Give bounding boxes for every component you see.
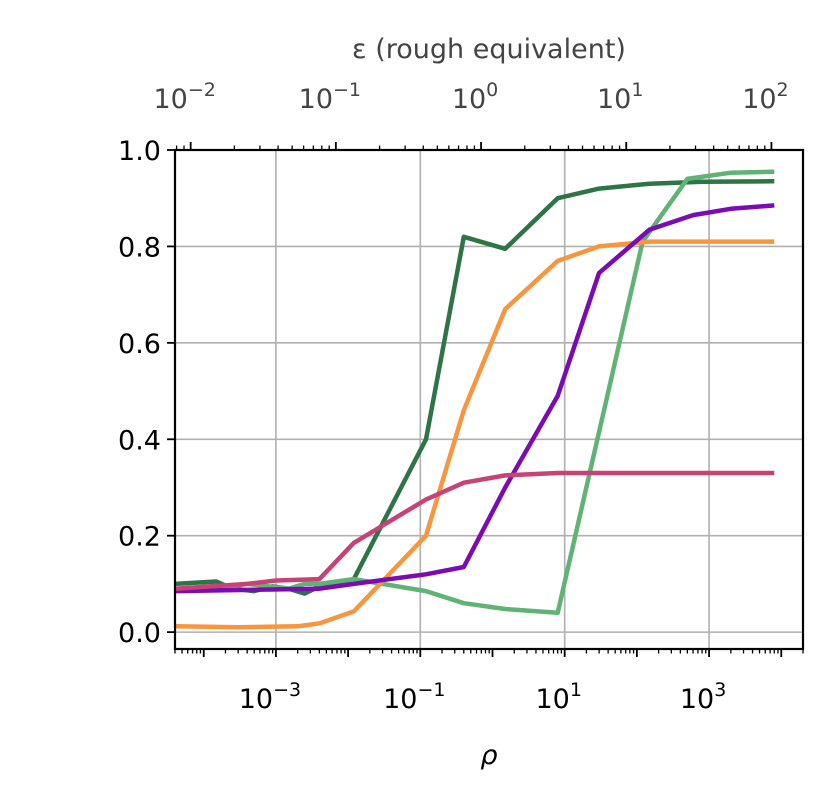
x-tick-label: 101 bbox=[535, 679, 581, 715]
tick-labels: 10−3 10−1 101 103 0.0 0.2 0.4 0.6 0.8 1.0 10−2 10−1… bbox=[118, 79, 789, 715]
y-tick-label: 0.4 bbox=[118, 425, 161, 456]
top-axis-title: ε (rough equivalent) bbox=[352, 34, 626, 65]
axis-ticks bbox=[167, 142, 804, 657]
series-line-3 bbox=[174, 239, 775, 630]
series-lines bbox=[174, 169, 775, 630]
y-tick-label: 0.8 bbox=[118, 232, 161, 263]
x-tick-label: 10−3 bbox=[239, 679, 301, 715]
x-tick-label: 103 bbox=[680, 679, 726, 715]
top-tick-label: 102 bbox=[742, 79, 788, 115]
y-tick-label: 0.0 bbox=[118, 618, 161, 649]
y-tick-label: 0.6 bbox=[118, 329, 161, 360]
x-axis-title: ρ bbox=[480, 740, 497, 771]
series-line-5 bbox=[174, 470, 775, 591]
series-line-4 bbox=[174, 203, 775, 594]
top-tick-label: 10−2 bbox=[153, 79, 215, 115]
grid-lines bbox=[175, 149, 803, 649]
top-tick-label: 101 bbox=[597, 79, 643, 115]
y-tick-label: 0.2 bbox=[118, 522, 161, 553]
x-tick-label: 10−1 bbox=[383, 679, 445, 715]
y-tick-label: 1.0 bbox=[118, 136, 161, 167]
top-tick-label: 10−1 bbox=[299, 79, 361, 115]
top-tick-label: 100 bbox=[452, 79, 498, 115]
